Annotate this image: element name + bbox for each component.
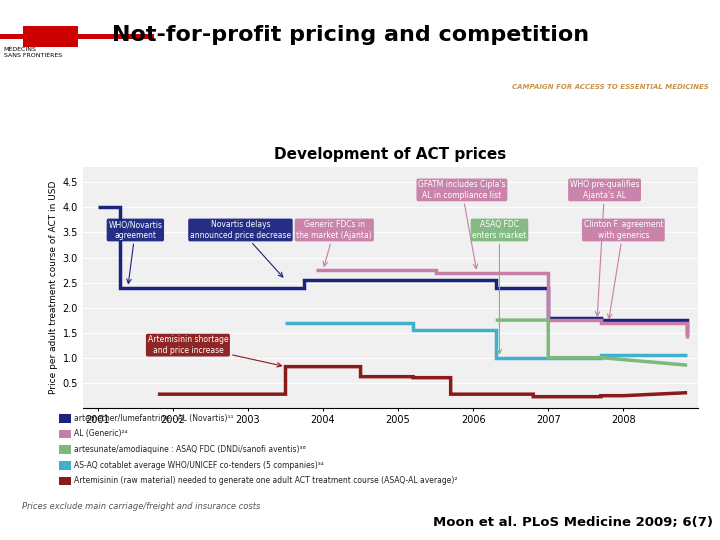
FancyBboxPatch shape <box>59 430 71 438</box>
FancyBboxPatch shape <box>59 414 71 423</box>
Text: CAMPAIGN FOR ACCESS TO ESSENTIAL MEDICINES: CAMPAIGN FOR ACCESS TO ESSENTIAL MEDICIN… <box>513 84 709 90</box>
Text: Not-for-profit pricing and competition: Not-for-profit pricing and competition <box>112 25 589 45</box>
Text: Artemisinin shortage
and price increase: Artemisinin shortage and price increase <box>148 335 282 367</box>
Text: GFATM includes Cipla's
AL in compliance list: GFATM includes Cipla's AL in compliance … <box>418 180 505 268</box>
Text: MÉDECINS
SANS FRONTIÈRES: MÉDECINS SANS FRONTIÈRES <box>4 48 62 58</box>
Text: AS-AQ cotablet average WHO/UNICEF co-tenders (5 companies)³⁴: AS-AQ cotablet average WHO/UNICEF co-ten… <box>74 461 324 470</box>
Bar <box>23 26 78 47</box>
Text: AL (Generic)²⁴: AL (Generic)²⁴ <box>74 429 128 438</box>
FancyBboxPatch shape <box>59 477 71 485</box>
Bar <box>4 7 65 65</box>
Text: Clinton F. agreement
with generics: Clinton F. agreement with generics <box>584 220 663 319</box>
Text: WHO pre-qualifies
Ajanta's AL: WHO pre-qualifies Ajanta's AL <box>570 180 639 316</box>
Text: artemether/lumefantrine - AL (Novartis)¹¹: artemether/lumefantrine - AL (Novartis)¹… <box>74 414 234 423</box>
Text: Artemisinin (raw material) needed to generate one adult ACT treatment course (AS: Artemisinin (raw material) needed to gen… <box>74 476 458 485</box>
Y-axis label: Price per adult treatment course of ACT in USD: Price per adult treatment course of ACT … <box>49 181 58 394</box>
FancyBboxPatch shape <box>59 461 71 470</box>
FancyBboxPatch shape <box>59 446 71 454</box>
Text: ASAQ FDC
enters market: ASAQ FDC enters market <box>472 220 526 354</box>
Text: Moon et al. PLoS Medicine 2009; 6(7): Moon et al. PLoS Medicine 2009; 6(7) <box>433 516 713 529</box>
Text: WHO/Novartis
agreement: WHO/Novartis agreement <box>108 220 162 284</box>
Text: artesunate/amodiaquine : ASAQ FDC (DNDi/sanofi aventis)³⁶: artesunate/amodiaquine : ASAQ FDC (DNDi/… <box>74 445 306 454</box>
Bar <box>0 33 154 39</box>
Text: Novartis delays
announced price decrease: Novartis delays announced price decrease <box>190 220 291 277</box>
Text: Generic FDCs in
the market (Ajanta): Generic FDCs in the market (Ajanta) <box>297 220 372 266</box>
Text: Prices exclude main carriage/freight and insurance costs: Prices exclude main carriage/freight and… <box>22 502 260 511</box>
Title: Development of ACT prices: Development of ACT prices <box>274 147 507 162</box>
